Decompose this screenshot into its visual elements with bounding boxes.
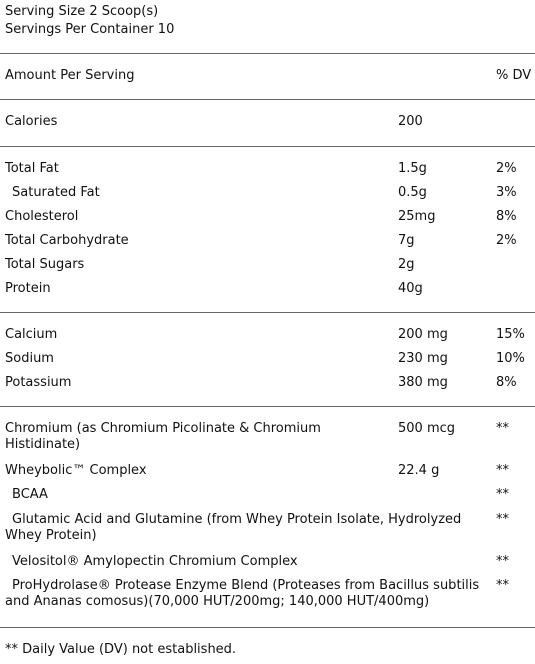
nutrient-name: Wheybolic™ Complex (5, 463, 147, 478)
nutrient-amount: 2g (398, 257, 415, 272)
amount-per-serving-label: Amount Per Serving (5, 68, 135, 83)
nutrient-name: Glutamic Acid and Glutamine (from Whey P… (5, 512, 462, 543)
nutrient-dv: 8% (496, 209, 517, 224)
nutrient-amount: 380 mg (398, 375, 448, 390)
nutrient-row: Wheybolic™ Complex 22.4 g ** (0, 463, 535, 479)
nutrient-row: Chromium (as Chromium Picolinate & Chrom… (0, 421, 535, 452)
nutrient-name: Chromium (as Chromium Picolinate & Chrom… (5, 421, 321, 452)
nutrient-dv: 2% (496, 233, 517, 248)
nutrient-amount: 0.5g (398, 185, 427, 200)
nutrient-dv: ** (496, 512, 509, 527)
nutrient-dv: ** (496, 487, 509, 502)
divider (0, 406, 535, 407)
nutrient-name: BCAA (12, 487, 48, 502)
nutrient-name: Velositol® Amylopectin Chromium Complex (12, 554, 298, 569)
nutrient-amount: 1.5g (398, 161, 427, 176)
nutrient-amount: 500 mcg (398, 421, 456, 436)
nutrient-name: Saturated Fat (12, 185, 100, 200)
nutrient-amount: 230 mg (398, 351, 448, 366)
servings-per-container: Servings Per Container 10 (5, 22, 175, 37)
nutrient-dv: ** (496, 463, 509, 478)
nutrient-row: Total Carbohydrate 7g 2% (0, 233, 535, 249)
nutrient-row: Saturated Fat 0.5g 3% (0, 185, 535, 201)
nutrient-name: Sodium (5, 351, 54, 366)
nutrient-row: Cholesterol 25mg 8% (0, 209, 535, 225)
serving-size: Serving Size 2 Scoop(s) (5, 4, 159, 19)
calories-label: Calories (5, 114, 58, 129)
divider (0, 146, 535, 147)
nutrient-amount: 7g (398, 233, 415, 248)
nutrient-row: Potassium 380 mg 8% (0, 375, 535, 391)
nutrient-name: ProHydrolase® Protease Enzyme Blend (Pro… (5, 578, 480, 609)
nutrient-row: ProHydrolase® Protease Enzyme Blend (Pro… (0, 578, 535, 609)
column-header-row: Amount Per Serving % DV (0, 68, 535, 84)
footnote: ** Daily Value (DV) not established. (5, 642, 237, 657)
nutrient-row: Total Fat 1.5g 2% (0, 161, 535, 177)
nutrient-row: Protein 40g (0, 281, 535, 297)
nutrient-dv: 2% (496, 161, 517, 176)
divider (0, 53, 535, 54)
nutrient-name: Total Fat (5, 161, 59, 176)
nutrient-amount: 40g (398, 281, 423, 296)
nutrient-dv: ** (496, 421, 509, 436)
nutrient-name: Total Sugars (5, 257, 85, 272)
nutrient-dv: 10% (496, 351, 525, 366)
divider (0, 99, 535, 100)
divider (0, 627, 535, 628)
nutrient-row: Sodium 230 mg 10% (0, 351, 535, 367)
nutrient-name: Total Carbohydrate (5, 233, 129, 248)
nutrient-row: Calcium 200 mg 15% (0, 327, 535, 343)
nutrient-name: Calcium (5, 327, 58, 342)
nutrient-dv: 3% (496, 185, 517, 200)
nutrient-row: Total Sugars 2g (0, 257, 535, 273)
calories-value: 200 (398, 114, 423, 129)
nutrient-row: BCAA ** (0, 487, 535, 503)
divider (0, 312, 535, 313)
nutrient-amount: 25mg (398, 209, 436, 224)
nutrient-amount: 200 mg (398, 327, 448, 342)
nutrient-row: Glutamic Acid and Glutamine (from Whey P… (0, 512, 535, 543)
percent-dv-label: % DV (496, 68, 532, 83)
nutrient-amount: 22.4 g (398, 463, 440, 478)
nutrient-dv: ** (496, 578, 509, 593)
nutrient-dv: 8% (496, 375, 517, 390)
nutrient-name: Protein (5, 281, 51, 296)
nutrient-dv: 15% (496, 327, 525, 342)
calories-row: Calories 200 (0, 114, 535, 130)
nutrient-name: Potassium (5, 375, 72, 390)
nutrient-name: Cholesterol (5, 209, 79, 224)
nutrient-row: Velositol® Amylopectin Chromium Complex … (0, 554, 535, 570)
nutrient-dv: ** (496, 554, 509, 569)
